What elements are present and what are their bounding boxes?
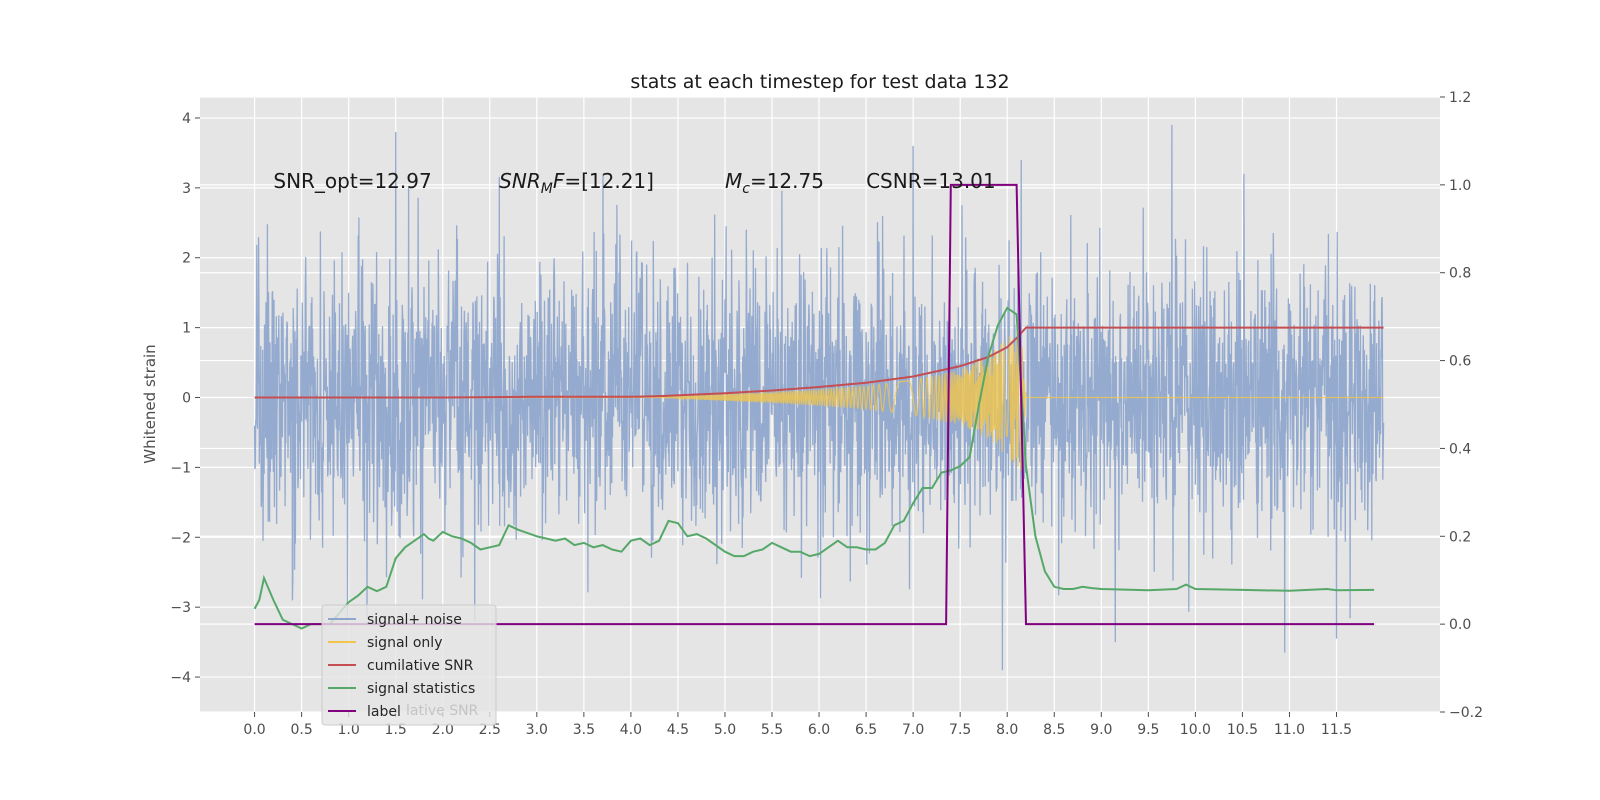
x-tick-label: 6.0 (808, 722, 830, 738)
legend-entry: cumilative SNR (367, 658, 474, 674)
annotation-1: SNRMF=[12.21] (499, 169, 654, 197)
y-right-tick-label: 0.0 (1449, 617, 1471, 633)
x-tick-label: 5.5 (761, 722, 783, 738)
x-tick-label: 10.0 (1180, 722, 1211, 738)
y-right-tick-label: 0.2 (1449, 529, 1471, 545)
y-tick-label: −3 (170, 600, 191, 616)
x-tick-label: 8.5 (1043, 722, 1065, 738)
legend-entry: signal+ noise (367, 612, 462, 628)
y-right-tick-label: 0.8 (1449, 266, 1471, 282)
x-tick-label: 5.0 (714, 722, 736, 738)
x-tick-label: 8.0 (996, 722, 1018, 738)
x-tick-label: 2.5 (479, 722, 501, 738)
legend-box (321, 604, 497, 726)
x-tick-label: 6.5 (855, 722, 877, 738)
legend-entry: label (367, 704, 401, 720)
x-tick-label: 1.0 (338, 722, 360, 738)
x-tick-label: 7.0 (902, 722, 924, 738)
series-label (254, 183, 1375, 626)
series-signal-statistics (253, 306, 1375, 630)
y-tick-label: −1 (170, 460, 191, 476)
series-layer (253, 124, 1385, 671)
y-right-tick-label: 0.6 (1449, 354, 1471, 370)
y-tick-label: 0 (182, 391, 191, 407)
legend-entry: signal only (367, 635, 442, 651)
axes: 0.0 0.5 1.0 1.5 2.0 2.5 3.0 3.5 4.0 4.5 5.0 5.5 6.0 6… (170, 90, 1483, 738)
legend-hidden-text: lative SNR (406, 703, 479, 719)
y-tick-label: −2 (170, 530, 191, 546)
annotation-2: Mc=12.75 (725, 169, 824, 197)
annotations: SNR_opt=12.97 SNRMF=[12.21] Mc=12.75 CSNR=1… (273, 169, 995, 197)
series-cumulative-snr (254, 326, 1384, 399)
x-tick-label: 4.5 (667, 722, 689, 738)
x-tick-label: 3.5 (573, 722, 595, 738)
y-right-tick-label: 1.0 (1449, 178, 1471, 194)
x-tick-label: 9.0 (1090, 722, 1112, 738)
chart-title: stats at each timestep for test data 132 (630, 71, 1009, 93)
y-right-tick-label: 1.2 (1449, 90, 1471, 106)
x-tick-label: 7.5 (949, 722, 971, 738)
y-right-tick-label: 0.4 (1449, 441, 1471, 457)
legend: lative SNR signal+ noise signal only cumila… (321, 604, 497, 726)
x-tick-label: 11.0 (1274, 722, 1305, 738)
annotation-0: SNR_opt=12.97 (273, 169, 431, 193)
x-tick-label: 2.0 (432, 722, 454, 738)
x-tick-label: 3.0 (526, 722, 548, 738)
annotation-3: CSNR=13.01 (866, 169, 996, 193)
legend-entry: signal statistics (367, 681, 475, 697)
y-tick-label: −4 (170, 670, 191, 686)
y-axis-label: Whitened strain (141, 344, 159, 463)
x-tick-label: 4.0 (620, 722, 642, 738)
x-tick-label: 0.0 (243, 722, 265, 738)
y-tick-label: 2 (182, 251, 191, 267)
x-tick-label: 9.5 (1137, 722, 1159, 738)
series-signal-noise (253, 124, 1385, 671)
y-tick-label: 1 (182, 321, 191, 337)
x-tick-label: 10.5 (1227, 722, 1258, 738)
x-tick-label: 11.5 (1321, 722, 1352, 738)
y-tick-label: 4 (182, 111, 191, 127)
y-right-tick-label: −0.2 (1449, 705, 1483, 721)
x-tick-label: 1.5 (385, 722, 407, 738)
x-tick-label: 0.5 (290, 722, 312, 738)
y-tick-label: 3 (182, 181, 191, 197)
